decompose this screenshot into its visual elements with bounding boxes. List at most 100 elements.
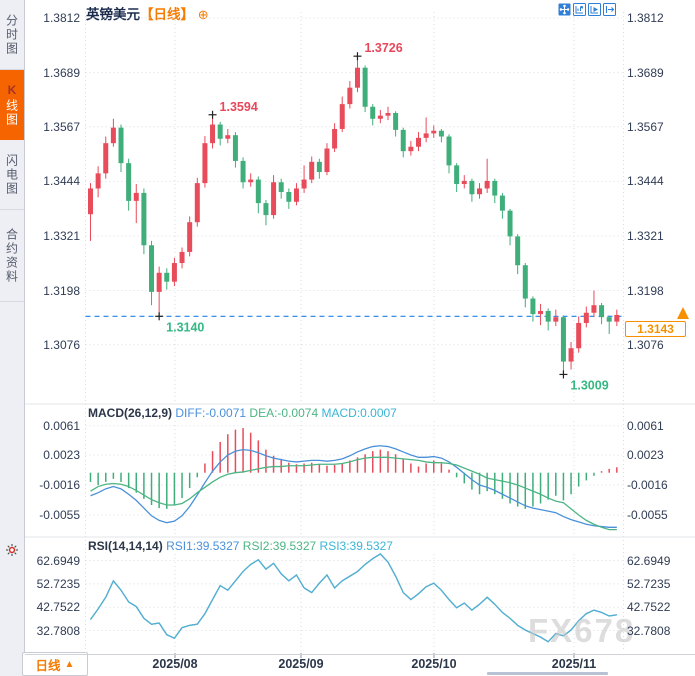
rsi1-line [90, 553, 617, 643]
macd-hist-value: MACD:0.0007 [321, 406, 397, 420]
sidebar-item-label: 分时图 [4, 13, 19, 56]
candle-body [187, 222, 193, 252]
candle-body [408, 146, 414, 152]
sidebar-item-contract-info[interactable]: 合约资料 [0, 210, 24, 302]
candle-body [484, 180, 490, 189]
candle-body [339, 104, 345, 129]
candle-body [118, 127, 124, 164]
current-price-value: 1.3143 [637, 322, 674, 336]
candle-body [179, 251, 185, 264]
candle-body [278, 182, 284, 193]
candle-body [507, 210, 513, 237]
rsi-name: RSI(14,14,14) [88, 539, 163, 553]
sidebar-item-kline-chart[interactable]: K 线图 [0, 70, 24, 140]
candle-body [591, 305, 597, 313]
sidebar-item-label-k: K [5, 82, 19, 99]
candle-body [332, 128, 338, 149]
candle-body [538, 310, 544, 315]
expand-icon[interactable]: ⊕ [197, 7, 209, 22]
candle-body [141, 192, 147, 246]
candle-body [133, 192, 139, 201]
candle-body [499, 195, 505, 211]
candle-body [492, 180, 498, 196]
candle-body [362, 67, 368, 107]
jump-latest-icon[interactable] [603, 3, 616, 16]
price-up-arrow-icon [677, 307, 689, 319]
candle-body [423, 133, 429, 138]
candle-body [103, 143, 109, 174]
candle-body [469, 180, 475, 195]
candle-body [400, 129, 406, 152]
candle-body [88, 188, 93, 215]
rsi1-value: RSI1:39.5327 [166, 539, 240, 553]
candle-body [110, 127, 116, 144]
candle-body [431, 130, 437, 134]
candle-body [248, 179, 254, 183]
rsi3-line [90, 553, 617, 643]
annotation-label: 1.3594 [220, 100, 258, 114]
candle-body [202, 143, 208, 184]
candle-body [255, 179, 261, 204]
candle-body [477, 188, 483, 195]
candle-body [522, 265, 528, 299]
indicator-settings-icon[interactable] [5, 543, 19, 557]
candle-body [454, 165, 460, 185]
candle-body [576, 322, 582, 349]
candle-body [293, 188, 299, 202]
candle-body [271, 182, 277, 216]
axis-scale-icon[interactable] [573, 3, 586, 16]
candle-body [515, 236, 521, 266]
candle-body [446, 136, 452, 166]
candle-body [393, 112, 399, 130]
candle-body [416, 137, 422, 147]
sidebar-item-label: 线图 [4, 98, 19, 127]
candle-body [553, 317, 559, 322]
candle-body [385, 112, 391, 116]
candle-body [461, 180, 467, 185]
candle-body [560, 317, 566, 362]
macd-dea-value: DEA:-0.0074 [249, 406, 319, 420]
candle-body [156, 272, 162, 292]
rsi2-value: RSI2:39.5327 [242, 539, 317, 553]
sidebar: 分时图 K 线图 闪电图 合约资料 [0, 0, 25, 676]
candle-body [217, 124, 223, 139]
candle-body [599, 305, 605, 318]
candle-body [614, 314, 620, 322]
candle-body [149, 245, 155, 292]
macd-header: MACD(26,12,9) DIFF:-0.0071 DEA:-0.0074 M… [88, 406, 397, 420]
candle-body [347, 87, 353, 105]
candle-body [164, 272, 170, 282]
period-label: 日线 [35, 658, 61, 673]
chevron-up-icon: ▲ [64, 658, 75, 670]
rsi2-line [90, 553, 617, 643]
macd-name: MACD(26,12,9) [88, 406, 173, 420]
macd-diff-line [90, 445, 617, 528]
rsi-header: RSI(14,14,14) RSI1:39.5327 RSI2:39.5327 … [88, 539, 393, 553]
candle-body [354, 67, 360, 88]
candle-body [568, 348, 574, 362]
sidebar-item-time-chart[interactable]: 分时图 [0, 0, 24, 70]
auto-play-icon[interactable] [588, 3, 601, 16]
annotation-label: 1.3726 [364, 41, 402, 55]
candle-body [583, 312, 589, 323]
candle-body [324, 148, 330, 173]
candle-body [95, 173, 101, 189]
candle-body [438, 130, 444, 137]
annotation-label: 1.3009 [570, 378, 608, 392]
candle-body [530, 298, 536, 315]
sidebar-item-label: 闪电图 [4, 153, 19, 196]
candle-body [377, 115, 383, 119]
candle-body [286, 192, 292, 202]
candle-body [309, 161, 315, 180]
macd-dea-line [90, 456, 617, 531]
sidebar-item-flash-chart[interactable]: 闪电图 [0, 140, 24, 210]
pan-tool-icon[interactable] [558, 3, 571, 16]
current-price-badge: 1.3143 [625, 321, 686, 337]
candle-body [171, 263, 177, 282]
macd-diff-value: DIFF:-0.0071 [175, 406, 247, 420]
candle-body [263, 203, 269, 216]
candle-body [545, 310, 551, 322]
scrollbar-thumb[interactable] [487, 672, 608, 675]
